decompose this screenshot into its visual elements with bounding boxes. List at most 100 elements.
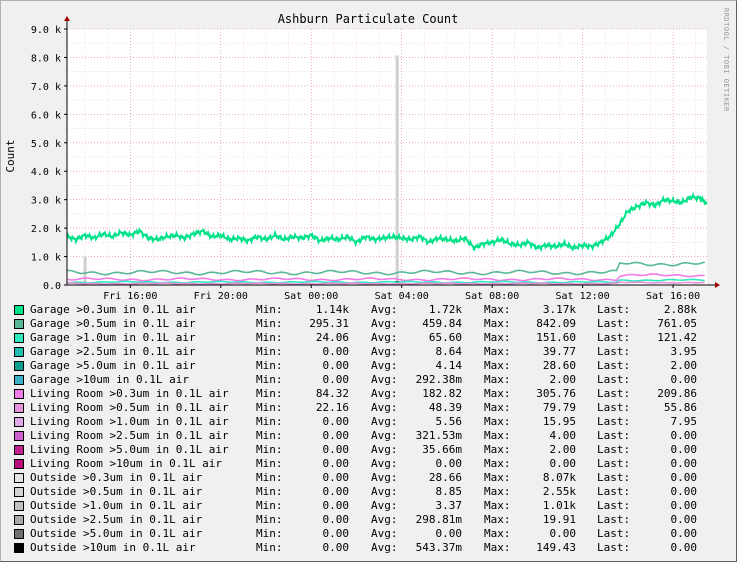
legend-last-value: 3.95 — [670, 345, 698, 358]
legend-avg-key: Avg: — [371, 499, 398, 512]
legend-max-key: Max: — [484, 415, 511, 428]
y-tick-label: 3.0 k — [31, 196, 61, 207]
legend-avg-key: Avg: — [371, 527, 398, 540]
y-tick-label: 7.0 k — [31, 82, 61, 93]
legend-row: Outside >2.5um in 0.1L air Min: 0.00 Avg: 29… — [14, 513, 734, 527]
legend-row: Outside >0.3um in 0.1L air Min: 0.00 Avg: 28… — [14, 471, 734, 485]
legend-series-name: Living Room >0.5um in 0.1L air — [30, 401, 229, 414]
legend-last-value: 0.00 — [670, 485, 698, 498]
legend-min-value: 0.00 — [322, 345, 350, 358]
axes — [64, 16, 720, 288]
legend-min-key: Min: — [256, 457, 283, 470]
legend-row: Outside >10um in 0.1L air Min: 0.00 Avg: 543… — [14, 541, 734, 555]
legend-avg-value: 8.64 — [435, 345, 463, 358]
legend-last-value: 0.00 — [670, 457, 698, 470]
legend-row: Outside >0.5um in 0.1L air Min: 0.00 Avg: 8.… — [14, 485, 734, 499]
legend-max-key: Max: — [484, 331, 511, 344]
legend-avg-value: 1.72k — [428, 303, 462, 316]
legend-min-key: Min: — [256, 331, 283, 344]
legend-row: Living Room >10um in 0.1L air Min: 0.00 Avg… — [14, 457, 734, 471]
legend-series-name: Garage >0.5um in 0.1L air — [30, 317, 196, 330]
legend-series-name: Garage >0.3um in 0.1L air — [30, 303, 196, 316]
series-livingroom-0-3um — [66, 273, 705, 282]
legend-last-value: 2.88k — [663, 303, 697, 316]
legend-swatch — [14, 529, 24, 539]
legend-last-value: 2.00 — [670, 359, 698, 372]
legend-avg-key: Avg: — [371, 457, 398, 470]
legend-series-name: Garage >10um in 0.1L air — [30, 373, 189, 386]
legend-min-key: Min: — [256, 443, 283, 456]
legend-avg-key: Avg: — [371, 415, 398, 428]
legend-avg-value: 65.60 — [428, 331, 462, 344]
legend-avg-key: Avg: — [371, 387, 398, 400]
legend-avg-key: Avg: — [371, 485, 398, 498]
legend-min-key: Min: — [256, 317, 283, 330]
series-livingroom-0-5um — [66, 281, 705, 285]
legend-max-key: Max: — [484, 485, 511, 498]
legend-swatch — [14, 417, 24, 427]
legend-last-key: Last: — [597, 359, 631, 372]
legend-avg-value: 48.39 — [428, 401, 462, 414]
y-tick-label: 9.0 k — [31, 25, 61, 36]
legend-min-key: Min: — [256, 359, 283, 372]
main-series — [66, 191, 708, 253]
legend-series-name: Living Room >0.3um in 0.1L air — [30, 387, 229, 400]
legend-min-key: Min: — [256, 303, 283, 316]
legend-avg-key: Avg: — [371, 331, 398, 344]
y-tick-label: 5.0 k — [31, 139, 61, 150]
legend-last-key: Last: — [597, 513, 631, 526]
legend-max-key: Max: — [484, 499, 511, 512]
legend-last-value: 209.86 — [657, 387, 697, 400]
legend-last-value: 0.00 — [670, 443, 698, 456]
legend-last-value: 7.95 — [670, 415, 698, 428]
particulate-chart: Ashburn Particulate Count Count RRDTOOL … — [4, 8, 730, 302]
x-tick-label: Sat 08:00 — [465, 291, 519, 302]
legend-avg-key: Avg: — [371, 443, 398, 456]
legend-last-key: Last: — [597, 499, 631, 512]
legend-avg-key: Avg: — [371, 373, 398, 386]
legend-swatch — [14, 347, 24, 357]
legend-swatch — [14, 361, 24, 371]
legend-row: Garage >2.5um in 0.1L air Min: 0.00 Avg: 8.6… — [14, 345, 734, 359]
outside-spike — [83, 256, 87, 285]
legend-min-value: 22.16 — [315, 401, 349, 414]
legend-min-key: Min: — [256, 485, 283, 498]
legend-min-value: 295.31 — [309, 317, 349, 330]
legend-max-key: Max: — [484, 443, 511, 456]
legend-min-key: Min: — [256, 345, 283, 358]
legend-min-value: 0.00 — [322, 499, 350, 512]
legend-min-value: 0.00 — [322, 471, 350, 484]
legend-last-key: Last: — [597, 331, 631, 344]
series-garage-0-5um — [67, 261, 705, 276]
legend-avg-value: 459.84 — [422, 317, 462, 330]
legend-avg-value: 35.66m — [422, 443, 462, 456]
legend-min-value: 0.00 — [322, 541, 350, 554]
legend-max-value: 79.79 — [542, 401, 576, 414]
legend-max-value: 8.07k — [542, 471, 576, 484]
legend-max-value: 39.77 — [542, 345, 576, 358]
legend-last-key: Last: — [597, 485, 631, 498]
legend-max-value: 1.01k — [542, 499, 576, 512]
legend-avg-value: 0.00 — [435, 527, 463, 540]
legend-row: Living Room >0.5um in 0.1L air Min: 22.16 A… — [14, 401, 734, 415]
legend-swatch — [14, 459, 24, 469]
legend-swatch — [14, 333, 24, 343]
legend-avg-key: Avg: — [371, 317, 398, 330]
y-tick-label: 6.0 k — [31, 110, 61, 121]
legend-series-name: Living Room >1.0um in 0.1L air — [30, 415, 229, 428]
legend-last-value: 0.00 — [670, 527, 698, 540]
legend-min-key: Min: — [256, 541, 283, 554]
legend-max-key: Max: — [484, 387, 511, 400]
low-series-lines — [66, 261, 705, 285]
legend-last-key: Last: — [597, 471, 631, 484]
legend-avg-value: 28.66 — [428, 471, 462, 484]
legend-avg-value: 5.56 — [435, 415, 463, 428]
legend-swatch — [14, 375, 24, 385]
legend-avg-key: Avg: — [371, 471, 398, 484]
legend-swatch — [14, 515, 24, 525]
legend-max-value: 2.00 — [549, 373, 577, 386]
legend-series-name: Living Room >10um in 0.1L air — [30, 457, 223, 470]
legend-row: Living Room >5.0um in 0.1L air Min: 0.00 Av… — [14, 443, 734, 457]
legend-min-key: Min: — [256, 373, 283, 386]
legend-max-key: Max: — [484, 303, 511, 316]
